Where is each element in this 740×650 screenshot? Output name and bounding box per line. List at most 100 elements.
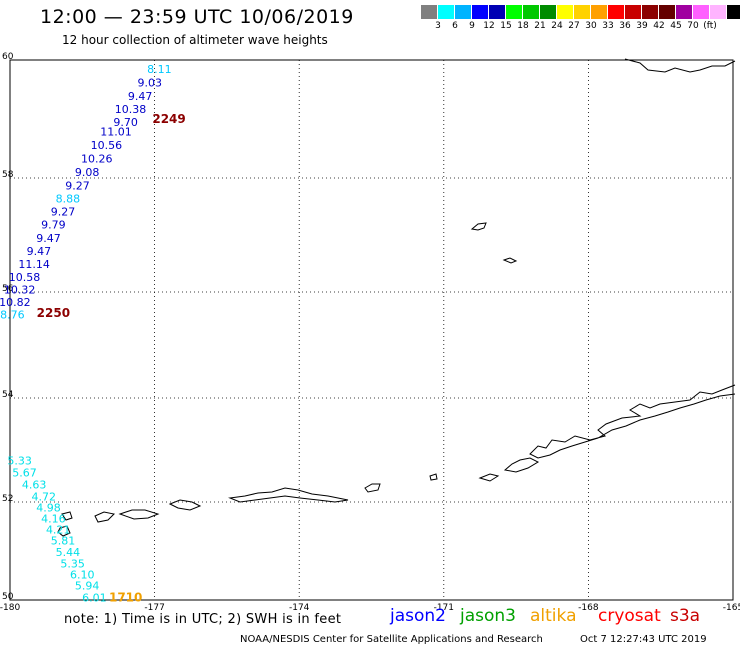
legend-swatch	[421, 5, 438, 19]
timestamp: Oct 7 12:27:43 UTC 2019	[580, 634, 707, 645]
swh-label: 4.72	[31, 490, 56, 503]
legend-label: 6	[452, 21, 458, 31]
legend-swatch	[506, 5, 523, 19]
legend-swatch	[693, 5, 710, 19]
swh-label: 8.88	[56, 193, 81, 206]
pass-time-label: 2249	[152, 112, 185, 126]
map-title: 12:00 — 23:59 UTC 10/06/2019	[40, 6, 354, 28]
axis-tick-labels: -180 -177 -174 -171 -168 -165 60 58 56 54 52 50	[0, 52, 740, 613]
legend-swatch	[608, 5, 625, 19]
legend-label: 3	[435, 21, 441, 31]
swh-label: 5.81	[51, 535, 76, 548]
lat-tick-label: 60	[2, 52, 14, 62]
swh-label: 5.94	[75, 579, 100, 592]
swh-label: 11.01	[100, 125, 132, 138]
swh-label: 5.35	[60, 557, 85, 570]
island-pribilof	[502, 257, 518, 264]
lon-tick-label: -168	[578, 603, 599, 613]
legend-swatch	[727, 5, 740, 19]
coastline	[57, 58, 736, 537]
swh-label: 5.67	[12, 466, 37, 479]
lat-tick-label: 56	[2, 284, 14, 294]
island-st-matthew	[470, 222, 487, 231]
alaska-peninsula	[529, 384, 736, 459]
swh-label: 9.27	[65, 179, 90, 192]
swh-label: 8.11	[147, 63, 172, 76]
legend-label: 12	[483, 21, 495, 31]
units-note: note: 1) Time is in UTC; 2) SWH is in fe…	[64, 612, 342, 627]
island-attu	[94, 511, 116, 523]
legend-label: 45	[670, 21, 682, 31]
mission-name: s3a	[670, 606, 701, 626]
alaska-coast	[624, 58, 736, 73]
legend-swatch	[625, 5, 642, 19]
swh-label: 9.03	[138, 76, 163, 89]
lon-tick-label: -177	[144, 603, 164, 613]
legend-swatch	[642, 5, 659, 19]
legend-swatch	[438, 5, 455, 19]
swh-label: 9.79	[41, 219, 66, 232]
lat-tick-label: 54	[2, 390, 14, 400]
island-unalaska	[503, 457, 540, 473]
color-scale-legend	[421, 5, 740, 19]
island-chain-central	[228, 487, 349, 503]
legend-label: 70	[687, 21, 699, 31]
island-rat	[168, 499, 202, 511]
lon-tick-label: -171	[434, 603, 454, 613]
mission-name: jason2	[390, 606, 446, 626]
swh-label: 4.98	[36, 501, 61, 514]
swh-label: 10.26	[81, 153, 113, 166]
swh-label: 9.47	[27, 245, 52, 258]
swh-label: 11.14	[18, 258, 50, 271]
island-far	[57, 525, 71, 537]
swh-label: 4.16	[41, 513, 66, 526]
swh-label: 9.70	[113, 116, 138, 129]
lon-tick-label: -165	[723, 603, 740, 613]
legend-swatch	[557, 5, 574, 19]
swh-label: 4.21	[46, 523, 71, 536]
mission-name: cryosat	[598, 606, 661, 626]
island-umnak	[478, 473, 500, 482]
swh-label: 9.47	[128, 90, 153, 103]
swh-label: 10.58	[9, 271, 41, 284]
legend-swatch	[676, 5, 693, 19]
swh-label: 10.82	[0, 296, 31, 309]
mission-name: jason3	[460, 606, 516, 626]
lat-lon-grid	[9, 59, 734, 601]
legend-label: 21	[534, 21, 546, 31]
map-subtitle: 12 hour collection of altimeter wave hei…	[62, 33, 328, 47]
swh-label: 10.56	[91, 139, 123, 152]
color-scale-labels: 3 6 9 12 15 18 21 24 27 30 33 36 39 42 45 70 (ft)	[421, 21, 740, 35]
map-frame	[9, 59, 734, 601]
legend-swatch	[591, 5, 608, 19]
swh-label: 10.38	[115, 103, 147, 116]
swh-label: 10.32	[4, 284, 36, 297]
legend-label: 39	[636, 21, 648, 31]
legend-swatch	[489, 5, 506, 19]
island-atka	[364, 483, 381, 493]
legend-label: 9	[469, 21, 475, 31]
lat-tick-label: 58	[2, 170, 14, 180]
island-kiska	[118, 509, 160, 520]
legend-label: (ft)	[703, 21, 717, 31]
island-islands-of-four-mountains	[429, 473, 438, 481]
lon-tick-label: -174	[289, 603, 310, 613]
lat-tick-label: 50	[2, 592, 14, 602]
island-near	[61, 511, 73, 521]
legend-swatch	[455, 5, 472, 19]
legend-swatch	[659, 5, 676, 19]
swh-label: 6.10	[70, 569, 95, 582]
swh-label: 5.33	[7, 454, 32, 467]
swh-label: 9.08	[75, 166, 100, 179]
mission-name: altika	[530, 606, 577, 626]
legend-label: 30	[585, 21, 597, 31]
legend-swatch	[523, 5, 540, 19]
track-labels: 8.119.039.4710.389.7011.0110.5610.269.08…	[0, 63, 186, 605]
swh-label: 6.01	[82, 592, 107, 605]
legend-swatch	[472, 5, 489, 19]
lat-tick-label: 52	[2, 494, 13, 504]
pass-time-label: 2250	[37, 306, 70, 320]
legend-swatch	[574, 5, 591, 19]
swh-label: 9.47	[36, 232, 61, 245]
